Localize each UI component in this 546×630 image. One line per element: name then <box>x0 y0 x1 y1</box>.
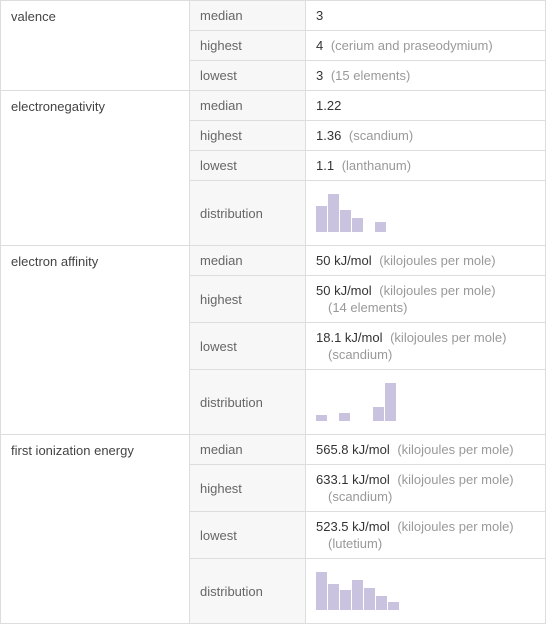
distribution-cell <box>306 559 546 624</box>
distribution-cell <box>306 181 546 246</box>
table-row: first ionization energymedian565.8 kJ/mo… <box>1 435 546 465</box>
value-cell: 4 (cerium and praseodymium) <box>306 31 546 61</box>
value-sub: (14 elements) <box>328 300 535 315</box>
table-row: electronegativitymedian1.22 <box>1 91 546 121</box>
value-cell: 3 (15 elements) <box>306 61 546 91</box>
distribution-cell <box>306 370 546 435</box>
histogram-bar <box>351 580 363 610</box>
value-main: 1.36 <box>316 128 341 143</box>
value-note: (lanthanum) <box>338 158 411 173</box>
histogram-bar <box>327 194 339 232</box>
stat-label: median <box>190 246 306 276</box>
histogram-bar <box>339 210 351 232</box>
value-main: 633.1 kJ/mol <box>316 472 390 487</box>
histogram-bar <box>327 584 339 610</box>
histogram-bar <box>316 206 327 232</box>
value-note: (kilojoules per mole) <box>386 330 506 345</box>
stat-label: highest <box>190 31 306 61</box>
stat-label: median <box>190 91 306 121</box>
histogram-bar <box>316 572 327 610</box>
value-sub: (scandium) <box>328 347 535 362</box>
value-note: (15 elements) <box>327 68 410 83</box>
value-cell: 18.1 kJ/mol (kilojoules per mole) (scandi… <box>306 323 546 370</box>
stat-label: lowest <box>190 323 306 370</box>
histogram-bar <box>363 588 375 610</box>
value-cell: 1.22 <box>306 91 546 121</box>
value-cell: 1.36 (scandium) <box>306 121 546 151</box>
value-cell: 633.1 kJ/mol (kilojoules per mole) (scand… <box>306 465 546 512</box>
histogram-bar <box>372 407 384 421</box>
histogram-bar <box>384 383 396 421</box>
value-note: (kilojoules per mole) <box>394 519 514 534</box>
value-main: 18.1 kJ/mol <box>316 330 382 345</box>
value-sub: (lutetium) <box>328 536 535 551</box>
value-main: 565.8 kJ/mol <box>316 442 390 457</box>
property-name: electronegativity <box>1 91 190 246</box>
stat-label: highest <box>190 276 306 323</box>
value-main: 50 kJ/mol <box>316 253 372 268</box>
properties-table: valencemedian3highest4 (cerium and prase… <box>0 0 546 624</box>
histogram <box>316 572 535 610</box>
stat-label: median <box>190 1 306 31</box>
histogram-bar <box>338 413 350 421</box>
value-main: 3 <box>316 68 323 83</box>
histogram-bar <box>387 602 399 610</box>
stat-label: lowest <box>190 151 306 181</box>
stat-label: median <box>190 435 306 465</box>
value-note: (cerium and praseodymium) <box>327 38 492 53</box>
histogram-bar <box>316 415 327 421</box>
histogram-bar <box>374 222 386 232</box>
table-row: valencemedian3 <box>1 1 546 31</box>
table-body: valencemedian3highest4 (cerium and prase… <box>1 1 546 624</box>
property-name: first ionization energy <box>1 435 190 624</box>
value-cell: 50 kJ/mol (kilojoules per mole) <box>306 246 546 276</box>
value-cell: 1.1 (lanthanum) <box>306 151 546 181</box>
histogram-bar <box>339 590 351 610</box>
value-cell: 523.5 kJ/mol (kilojoules per mole) (lutet… <box>306 512 546 559</box>
histogram <box>316 194 535 232</box>
value-note: (kilojoules per mole) <box>376 253 496 268</box>
stat-label: distribution <box>190 181 306 246</box>
value-main: 1.22 <box>316 98 341 113</box>
value-note: (scandium) <box>345 128 413 143</box>
stat-label: distribution <box>190 559 306 624</box>
value-sub: (scandium) <box>328 489 535 504</box>
value-main: 523.5 kJ/mol <box>316 519 390 534</box>
value-note: (kilojoules per mole) <box>376 283 496 298</box>
value-note: (kilojoules per mole) <box>394 472 514 487</box>
property-name: electron affinity <box>1 246 190 435</box>
value-main: 4 <box>316 38 323 53</box>
table-row: electron affinitymedian50 kJ/mol (kilojo… <box>1 246 546 276</box>
stat-label: lowest <box>190 512 306 559</box>
stat-label: highest <box>190 465 306 512</box>
value-cell: 3 <box>306 1 546 31</box>
stat-label: lowest <box>190 61 306 91</box>
histogram-bar <box>351 218 363 232</box>
value-cell: 50 kJ/mol (kilojoules per mole) (14 eleme… <box>306 276 546 323</box>
property-name: valence <box>1 1 190 91</box>
stat-label: distribution <box>190 370 306 435</box>
value-main: 1.1 <box>316 158 334 173</box>
stat-label: highest <box>190 121 306 151</box>
histogram <box>316 383 535 421</box>
histogram-bar <box>375 596 387 610</box>
value-main: 50 kJ/mol <box>316 283 372 298</box>
value-main: 3 <box>316 8 323 23</box>
value-note: (kilojoules per mole) <box>394 442 514 457</box>
value-cell: 565.8 kJ/mol (kilojoules per mole) <box>306 435 546 465</box>
